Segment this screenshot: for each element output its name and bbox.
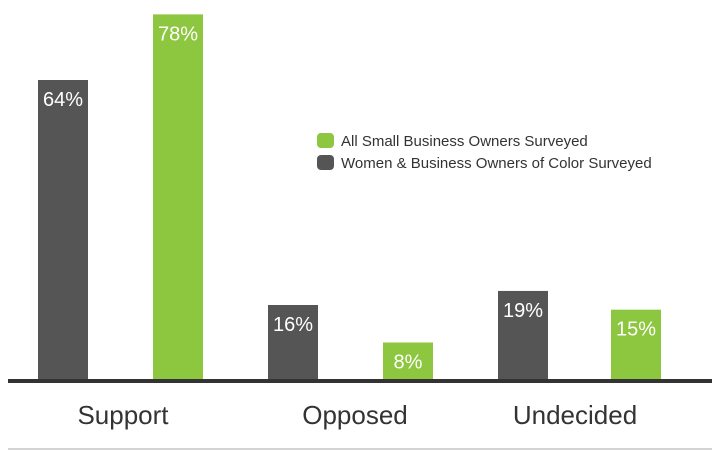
bar-support-series-0	[38, 80, 88, 380]
legend-label-series-0: Women & Business Owners of Color Surveye…	[341, 155, 652, 172]
category-label-undecided: Undecided	[513, 400, 637, 430]
data-label-support-series-1: 78%	[158, 23, 198, 45]
legend-swatch-series-1	[317, 133, 334, 148]
bar-undecided-series-0	[498, 290, 548, 380]
bar-support-series-1	[153, 14, 203, 380]
bar-opposed-series-1	[383, 342, 433, 380]
category-label-opposed: Opposed	[302, 400, 408, 430]
bar-labels-group: 64% 16% 19% 78% 8% 15%	[43, 23, 656, 373]
data-label-support-series-0: 64%	[43, 89, 83, 111]
legend-label-series-1: All Small Business Owners Surveyed	[341, 133, 588, 150]
legend-swatch-series-0	[317, 155, 334, 170]
bar-opposed-series-0	[268, 305, 318, 380]
data-label-undecided-series-1: 15%	[616, 319, 656, 341]
data-label-undecided-series-0: 19%	[503, 300, 543, 322]
bar-undecided-series-1	[611, 309, 661, 380]
legend: All Small Business Owners Surveyed Women …	[317, 133, 652, 172]
data-label-opposed-series-1: 8%	[394, 352, 423, 374]
category-labels-group: Support Opposed Undecided	[77, 400, 637, 430]
data-label-opposed-series-0: 16%	[273, 314, 313, 336]
bars-group	[38, 14, 661, 380]
category-label-support: Support	[77, 400, 169, 430]
